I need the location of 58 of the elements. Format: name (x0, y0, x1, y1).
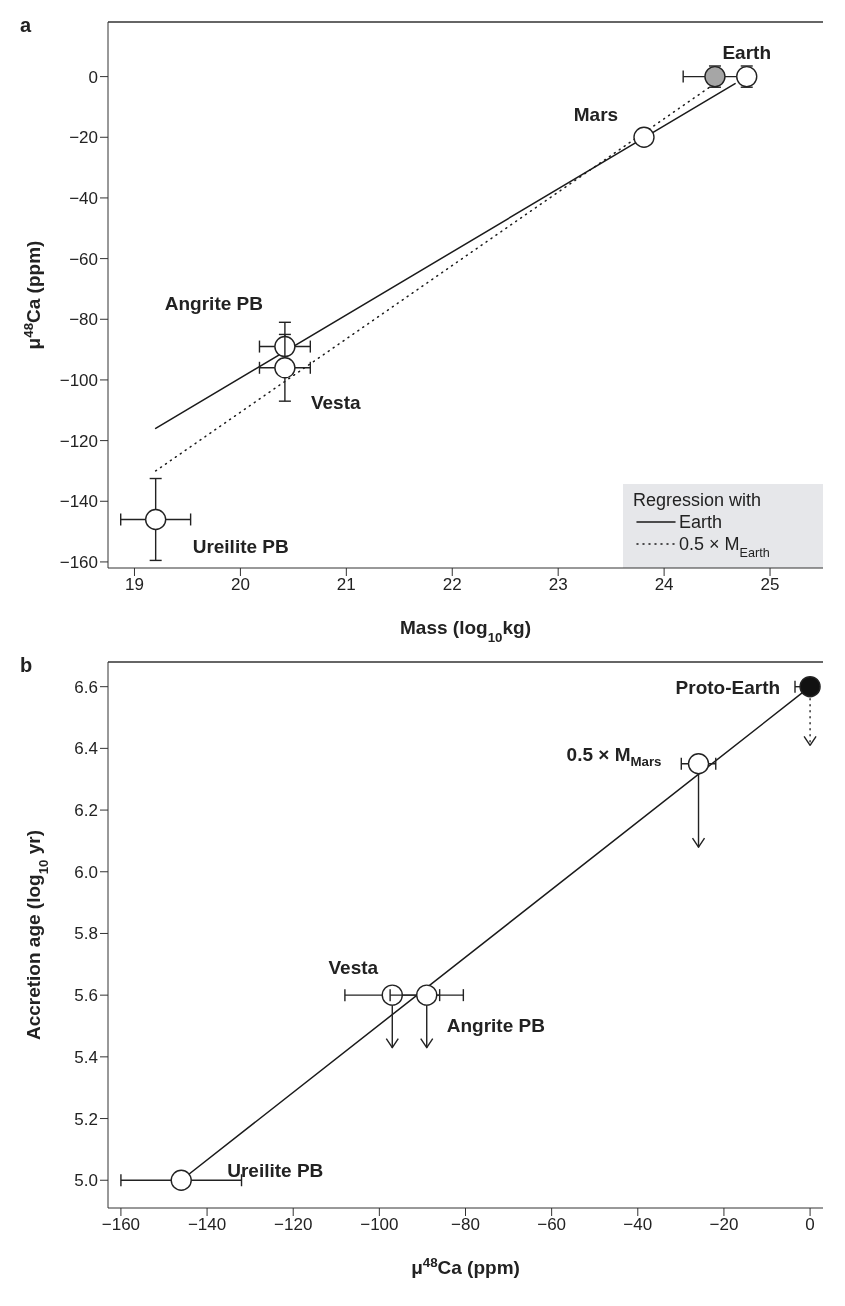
annotation: Mars (573, 103, 619, 125)
x-tick-label: −20 (709, 1215, 739, 1235)
x-tick-label: 23 (548, 575, 568, 595)
point (170, 1169, 192, 1191)
annotation: Angrite PB (164, 292, 263, 314)
y-tick-label: −100 (59, 370, 98, 390)
legend-label: Earth (679, 512, 723, 532)
legend-label: 0.5 × M$_{Earth}$ (679, 534, 770, 560)
y-tick-label: 5.0 (74, 1171, 98, 1191)
annotation: Earth (722, 41, 772, 63)
point (416, 984, 438, 1006)
y-tick-label: −60 (69, 249, 98, 269)
chart-title: a (20, 14, 32, 36)
y-tick-label: −40 (69, 188, 98, 208)
x-tick-label: −60 (537, 1215, 567, 1235)
x-axis-title: Mass (log$_{10}$kg) (400, 617, 531, 645)
y-tick-label: 5.2 (74, 1109, 98, 1129)
y-tick-label: 5.6 (74, 986, 98, 1006)
x-tick-label: 25 (760, 575, 780, 595)
x-tick-label: 22 (442, 575, 462, 595)
x-tick-label: −160 (101, 1215, 141, 1235)
x-tick-label: −100 (360, 1215, 399, 1235)
x-tick-label: −40 (623, 1215, 653, 1235)
annotation: Proto-Earth (675, 676, 781, 698)
x-tick-label: 24 (654, 575, 674, 595)
point (799, 675, 821, 698)
y-tick-label: 6.2 (74, 801, 98, 821)
annotation: Ureilite PB (192, 535, 289, 557)
chart-title: b (20, 654, 33, 676)
point (633, 126, 655, 148)
annotation: Angrite PB (446, 1014, 545, 1036)
y-tick-label: 6.0 (74, 862, 98, 882)
x-tick-label: −80 (451, 1215, 480, 1235)
x-axis-title: μ$^{48}$Ca (ppm) (411, 1254, 520, 1278)
point (274, 357, 296, 379)
y-tick-label: −80 (69, 310, 98, 330)
x-tick-label: −120 (274, 1215, 313, 1235)
x-tick-label: −140 (187, 1215, 227, 1235)
y-tick-label: −20 (69, 128, 98, 148)
legend-title: Regression with (633, 490, 762, 510)
point (687, 753, 710, 775)
y-tick-label: −160 (59, 552, 98, 572)
y-tick-label: 5.8 (74, 924, 98, 944)
annotation: Vesta (328, 956, 379, 978)
y-tick-label: −140 (59, 492, 98, 512)
y-tick-label: 6.4 (74, 739, 98, 759)
y-tick-label: 0 (88, 67, 98, 87)
y-tick-label: 6.6 (74, 677, 98, 697)
y-tick-label: −120 (59, 431, 98, 451)
x-tick-label: 21 (336, 575, 356, 595)
point (144, 508, 167, 531)
annotation: 0.5 × M$_{Mars}$ (566, 743, 662, 769)
y-tick-label: 5.4 (74, 1047, 98, 1067)
x-tick-label: 19 (125, 575, 144, 595)
x-tick-label: 20 (230, 575, 250, 595)
annotation: Ureilite PB (227, 1159, 324, 1181)
x-tick-label: 0 (805, 1215, 815, 1235)
annotation: Vesta (310, 391, 361, 413)
